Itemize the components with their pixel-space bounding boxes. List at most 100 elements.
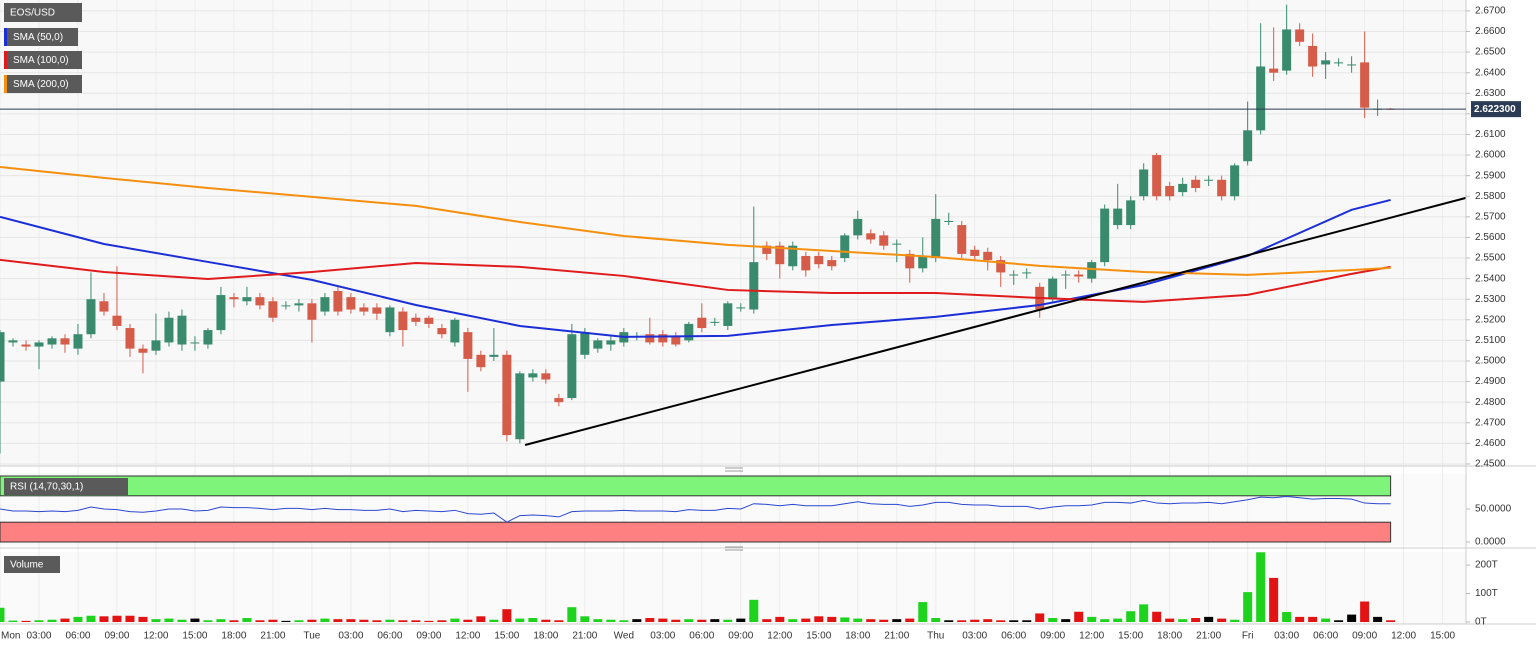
candle-body — [333, 290, 343, 312]
x-tick-label: 12:00 — [143, 631, 168, 642]
legend-box[interactable] — [4, 28, 78, 46]
candle-body — [606, 340, 616, 345]
volume-bar — [580, 616, 590, 622]
y-tick-label: 2.5100 — [1475, 335, 1506, 346]
candle-body — [216, 295, 226, 331]
legend-swatch — [4, 28, 7, 46]
y-tick-label: 2.4900 — [1475, 376, 1506, 387]
rsi-line — [0, 495, 1391, 523]
candle-body — [476, 354, 486, 368]
volume-bar — [1139, 604, 1149, 622]
x-tick-label: 03:00 — [962, 631, 987, 642]
candle-body — [541, 373, 551, 380]
volume-bar — [1217, 618, 1227, 622]
candle-body — [320, 297, 330, 312]
legend-box[interactable] — [4, 3, 82, 22]
legend-box[interactable] — [4, 556, 60, 573]
sma-line — [0, 166, 1391, 276]
volume-bar — [827, 616, 837, 622]
sma-line — [0, 198, 1391, 338]
volume-bar — [957, 620, 967, 622]
y-tick-label: 2.6500 — [1475, 47, 1506, 58]
volume-bar — [736, 618, 746, 622]
candle-body — [892, 243, 902, 245]
volume-bar — [385, 619, 395, 622]
volume-bar — [1009, 620, 1019, 622]
y-tick-label: 2.5500 — [1475, 253, 1506, 264]
y-tick-label: 2.5300 — [1475, 294, 1506, 305]
volume-bar — [151, 619, 161, 622]
y-tick-label: 2.5200 — [1475, 314, 1506, 325]
candle-body — [1334, 62, 1344, 64]
x-tick-label: 03:00 — [650, 631, 675, 642]
candle-body — [1230, 165, 1240, 197]
candle-body — [788, 245, 798, 267]
candle-body — [814, 255, 824, 265]
y-tick-label: 2.5600 — [1475, 232, 1506, 243]
legend-box[interactable] — [4, 51, 82, 69]
volume-bar — [593, 619, 603, 622]
volume-bar — [632, 619, 642, 622]
volume-bar — [294, 620, 304, 622]
x-tick-label: Fri — [1242, 631, 1254, 642]
volume-bar — [1334, 620, 1344, 622]
x-tick-label: Wed — [614, 631, 634, 642]
y-tick-label: 2.5800 — [1475, 191, 1506, 202]
candle-body — [1165, 185, 1175, 197]
candle-body — [658, 334, 668, 343]
volume-bar — [762, 619, 772, 622]
volume-bar — [437, 620, 447, 622]
y-tick-label: 2.6600 — [1475, 26, 1506, 37]
volume-bar — [775, 616, 785, 622]
candle-body — [1048, 278, 1058, 300]
candle-body — [1191, 179, 1201, 189]
y-tick-label: 2.6400 — [1475, 67, 1506, 78]
y-tick-label: 2.4700 — [1475, 417, 1506, 428]
volume-bar — [138, 616, 148, 622]
volume-bar — [528, 618, 538, 622]
volume-bar — [1022, 620, 1032, 622]
divider-handle[interactable] — [725, 467, 743, 472]
volume-bar — [749, 599, 759, 622]
x-tick-label: 12:00 — [455, 631, 480, 642]
y-tick-label: 2.6700 — [1475, 6, 1506, 17]
x-tick-label: 06:00 — [689, 631, 714, 642]
divider-handle[interactable] — [725, 546, 743, 551]
volume-bar — [216, 619, 226, 622]
volume-bar — [320, 618, 330, 622]
candle-body — [398, 311, 408, 331]
volume-bar — [21, 620, 31, 622]
volume-bar — [190, 618, 200, 622]
candle-body — [1282, 29, 1292, 71]
x-tick-label: Mon — [1, 631, 20, 642]
x-tick-label: 09:00 — [1352, 631, 1377, 642]
candle-body — [255, 297, 265, 306]
candle-body — [762, 245, 772, 254]
candle-body — [8, 340, 18, 343]
volume-bar — [0, 607, 5, 622]
volume-bar — [229, 620, 239, 622]
legend-box[interactable] — [4, 75, 82, 93]
candle-body — [164, 317, 174, 343]
x-tick-label: 03:00 — [26, 631, 51, 642]
candle-body — [879, 235, 889, 246]
candle-body — [567, 334, 577, 399]
candle-body — [281, 305, 291, 307]
volume-bar — [1321, 618, 1331, 622]
candle-body — [931, 218, 941, 259]
candle-body — [1360, 62, 1370, 108]
volume-bar — [112, 615, 122, 622]
x-tick-label: 06:00 — [65, 631, 90, 642]
candle-body — [73, 334, 83, 349]
candle-body — [502, 354, 512, 436]
volume-bar — [1282, 612, 1292, 622]
legend-box[interactable] — [4, 478, 128, 495]
candle-body — [515, 373, 525, 440]
y-tick-label: 2.5900 — [1475, 170, 1506, 181]
candle-body — [580, 332, 590, 355]
candle-body — [749, 262, 759, 310]
volume-bar — [1165, 618, 1175, 622]
candle-body — [736, 307, 746, 309]
candle-body — [645, 334, 655, 343]
candle-body — [827, 260, 837, 267]
